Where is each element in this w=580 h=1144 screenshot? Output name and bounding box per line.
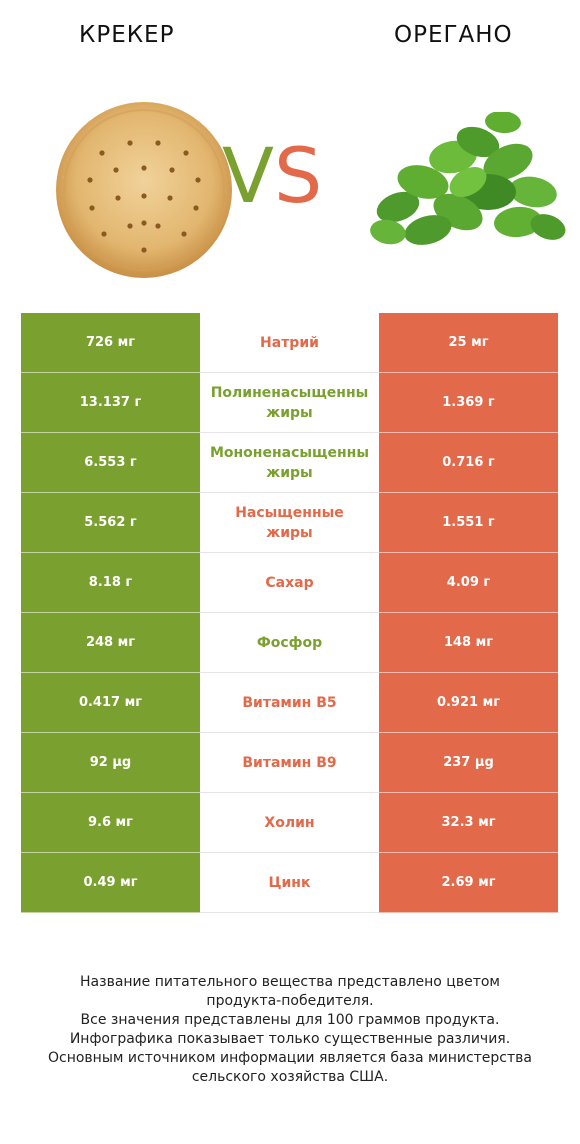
left-value: 8.18 г [21, 553, 200, 613]
nutrient-name: Насыщенные жиры [200, 493, 379, 553]
table-row: 9.6 мг Холин 32.3 мг [21, 793, 558, 853]
right-value: 25 мг [379, 313, 558, 373]
table-row: 8.18 г Сахар 4.09 г [21, 553, 558, 613]
left-value: 6.553 г [21, 433, 200, 493]
table-row: 726 мг Натрий 25 мг [21, 313, 558, 373]
right-value: 0.921 мг [379, 673, 558, 733]
nutrient-name: Витамин B9 [200, 733, 379, 793]
footer-note: Название питательного вещества представл… [0, 973, 580, 1087]
cracker-image [56, 102, 232, 278]
left-value: 726 мг [21, 313, 200, 373]
right-value: 1.551 г [379, 493, 558, 553]
right-value: 4.09 г [379, 553, 558, 613]
right-product-title: ОРЕГАНО [394, 22, 513, 48]
left-value: 0.49 мг [21, 853, 200, 913]
nutrient-name: Мононенасыщенны жиры [200, 433, 379, 493]
nutrient-name: Холин [200, 793, 379, 853]
footer-line: сельского хозяйства США. [191, 1069, 389, 1085]
table-row: 5.562 г Насыщенные жиры 1.551 г [21, 493, 558, 553]
left-value: 0.417 мг [21, 673, 200, 733]
right-value: 237 µg [379, 733, 558, 793]
left-product-title: КРЕКЕР [79, 22, 175, 48]
nutrient-name: Фосфор [200, 613, 379, 673]
right-value: 148 мг [379, 613, 558, 673]
vs-label: VS [222, 138, 322, 214]
footer-line: Название питательного вещества представл… [80, 974, 500, 990]
nutrient-name: Цинк [200, 853, 379, 913]
table-row: 248 мг Фосфор 148 мг [21, 613, 558, 673]
left-value: 5.562 г [21, 493, 200, 553]
table-row: 0.417 мг Витамин B5 0.921 мг [21, 673, 558, 733]
nutrient-name: Витамин B5 [200, 673, 379, 733]
right-value: 32.3 мг [379, 793, 558, 853]
footer-line: Все значения представлены для 100 граммо… [80, 1012, 500, 1028]
right-value: 1.369 г [379, 373, 558, 433]
footer-line: Основным источником информации является … [48, 1050, 532, 1066]
left-value: 248 мг [21, 613, 200, 673]
table-row: 0.49 мг Цинк 2.69 мг [21, 853, 558, 913]
oregano-image [370, 112, 566, 245]
nutrient-name: Натрий [200, 313, 379, 373]
right-value: 2.69 мг [379, 853, 558, 913]
nutrient-name: Полиненасыщенны жиры [200, 373, 379, 433]
footer-line: Инфографика показывает только существенн… [69, 1031, 511, 1047]
table-row: 6.553 г Мононенасыщенны жиры 0.716 г [21, 433, 558, 493]
table-row: 13.137 г Полиненасыщенны жиры 1.369 г [21, 373, 558, 433]
left-value: 9.6 мг [21, 793, 200, 853]
nutrient-name: Сахар [200, 553, 379, 613]
left-value: 13.137 г [21, 373, 200, 433]
left-value: 92 µg [21, 733, 200, 793]
vs-v: V [222, 131, 274, 220]
footer-line: продукта-победителя. [206, 993, 374, 1009]
vs-s: S [274, 131, 323, 220]
comparison-table: 726 мг Натрий 25 мг 13.137 г Полиненасыщенны… [21, 313, 558, 913]
right-value: 0.716 г [379, 433, 558, 493]
table-row: 92 µg Витамин B9 237 µg [21, 733, 558, 793]
